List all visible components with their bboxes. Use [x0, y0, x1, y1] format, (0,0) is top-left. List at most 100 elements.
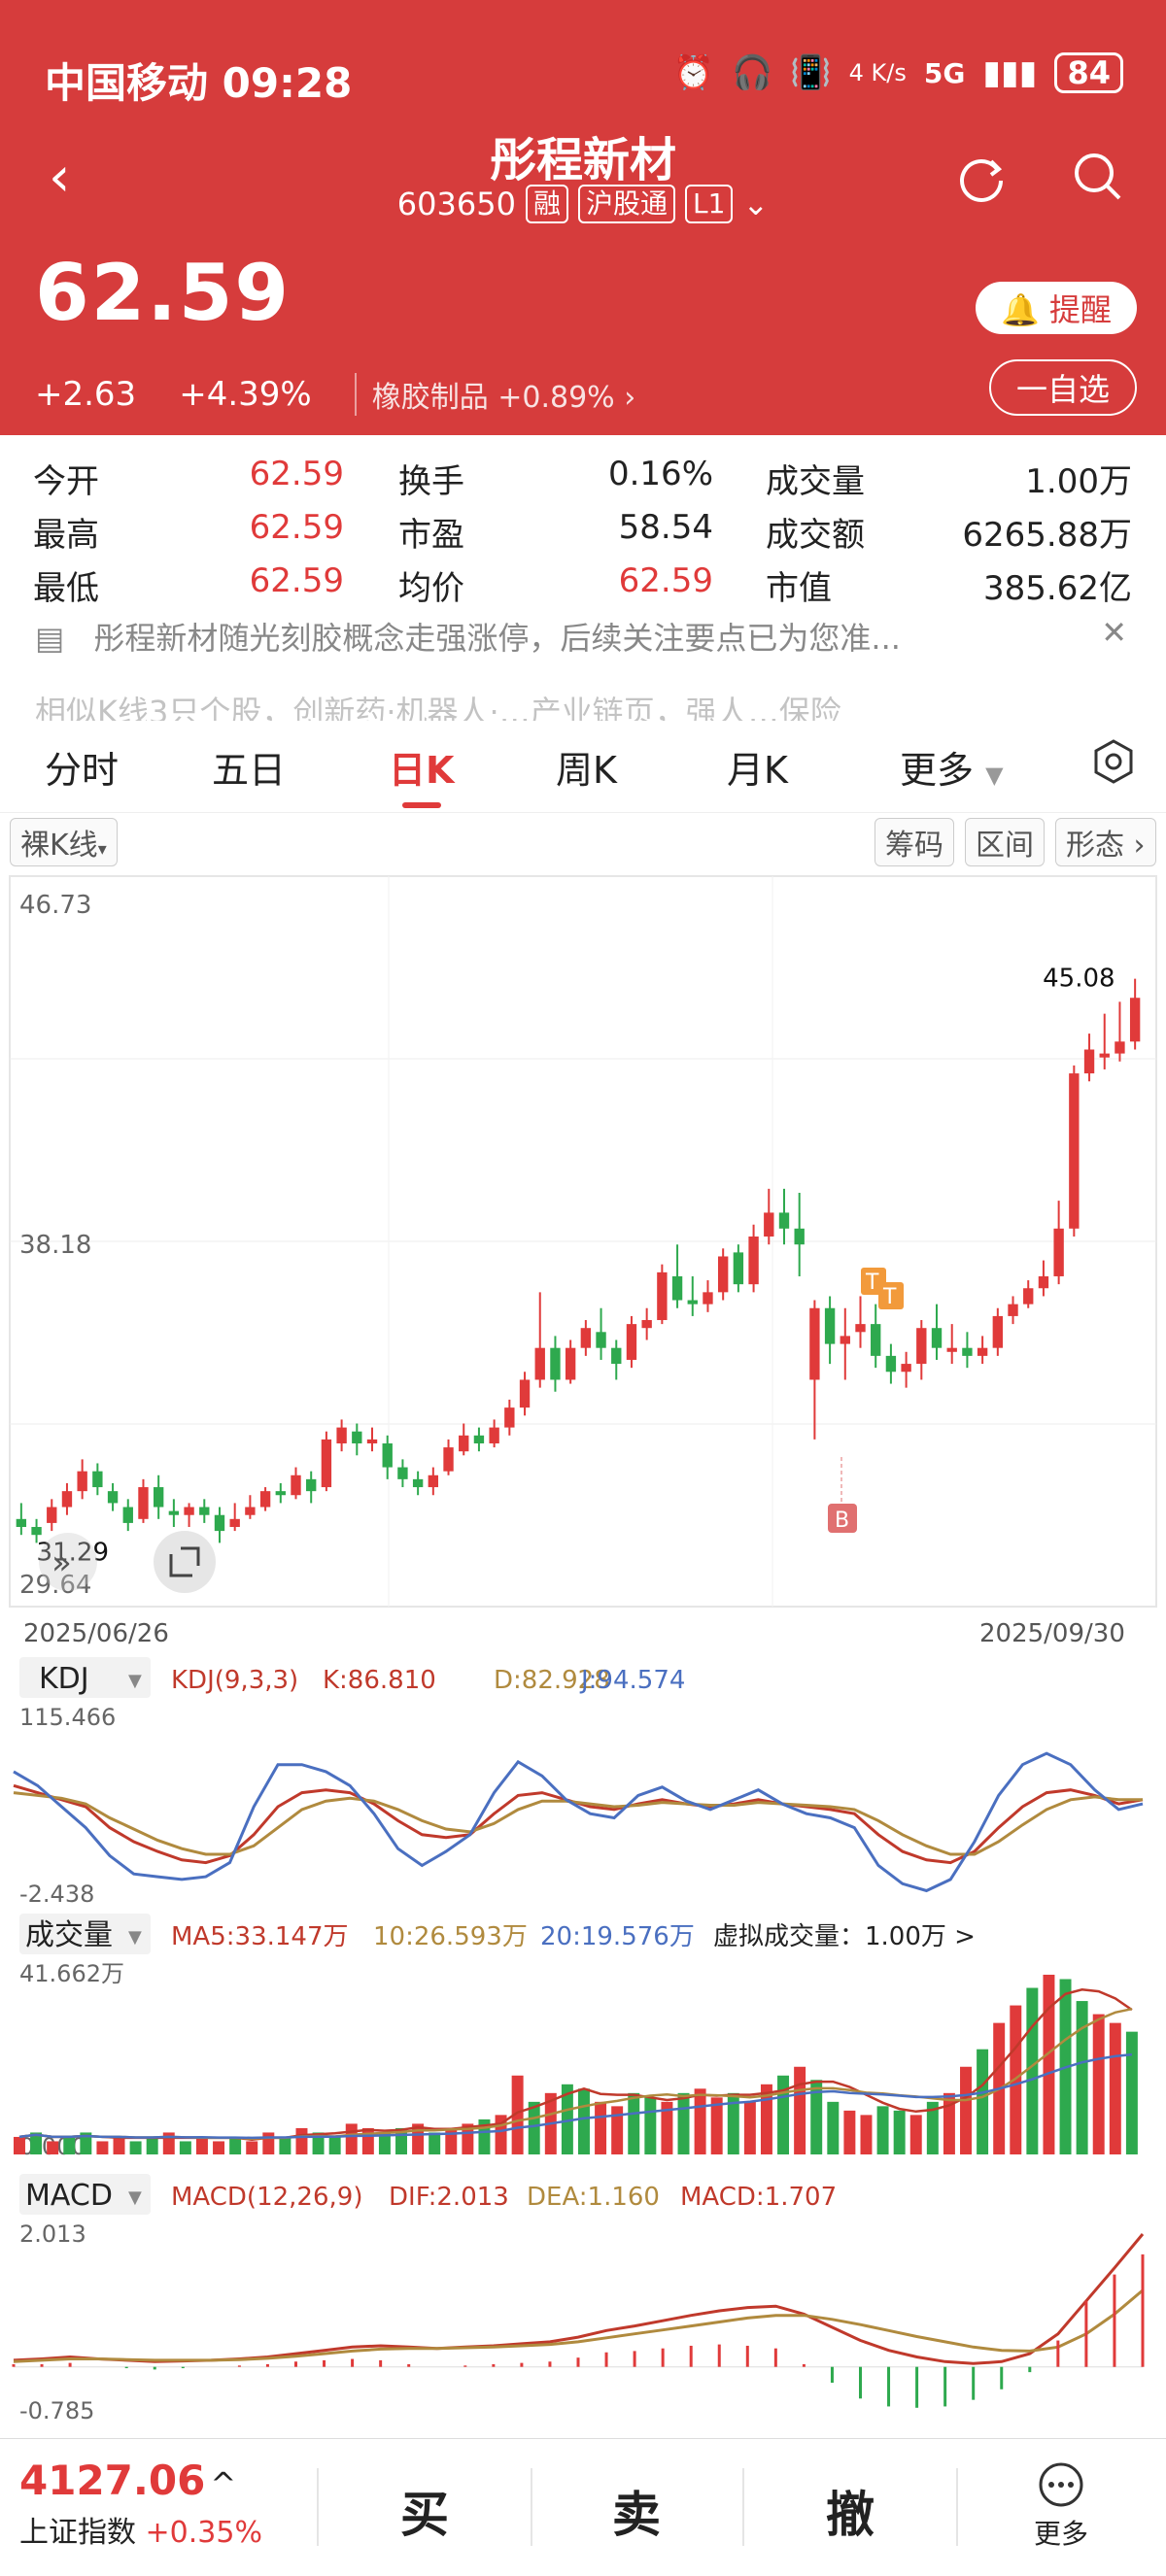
volume-bar: [229, 2136, 242, 2154]
volume-bar: [1109, 2022, 1121, 2154]
volume-bar: [262, 2132, 275, 2154]
candle-body: [885, 1355, 897, 1373]
kline-type-select[interactable]: 裸K线▾: [10, 818, 118, 866]
volume-bar: [578, 2088, 590, 2154]
kdj-params: KDJ(9,3,3): [171, 1666, 298, 1695]
chips-button[interactable]: 筹码: [874, 818, 954, 866]
date-end: 2025/09/30: [979, 1619, 1125, 1648]
volume-bar: [14, 2136, 25, 2154]
candle-body: [382, 1442, 393, 1468]
quote-label: 市盈: [398, 516, 464, 555]
macd-selector[interactable]: [19, 2174, 151, 2215]
candlestick-series: [16, 978, 1141, 1543]
close-icon[interactable]: ✕: [1101, 614, 1127, 651]
sell-button[interactable]: 卖: [612, 2487, 661, 2543]
settings-icon[interactable]: [1092, 738, 1135, 794]
tab-intraday[interactable]: 分时: [45, 749, 120, 792]
volume-selector-label: 成交量: [25, 1918, 113, 1952]
quote-value: 0.16%: [607, 455, 713, 493]
volume-bar: [162, 2132, 175, 2154]
candle-body: [687, 1300, 698, 1305]
buy-marker-b[interactable]: [828, 1504, 857, 1533]
trade-marker-t2-label: T: [882, 1285, 897, 1309]
candle-body: [31, 1527, 42, 1536]
kdj-selector-label: KDJ: [39, 1662, 89, 1696]
volume-selector[interactable]: [19, 1914, 151, 1954]
kdj-selector[interactable]: [19, 1657, 151, 1698]
volume-bar: [1125, 2031, 1138, 2154]
buy-marker-b-label: B: [835, 1508, 849, 1533]
volume-bar: [429, 2132, 441, 2154]
tag-level[interactable]: L1: [684, 185, 734, 223]
quote-value: 6265.88万: [962, 516, 1132, 555]
candle-body: [1069, 1073, 1080, 1229]
news-strip-secondary[interactable]: 相似K线3只个股，创新药·机器人·…产业链页，强人…保险: [0, 688, 1166, 721]
more-button[interactable]: 更多: [1034, 2460, 1088, 2552]
tab-daily-k[interactable]: 日K: [389, 749, 455, 792]
vol-ma10: 10:26.593万: [373, 1922, 528, 1951]
zoom-icon[interactable]: [154, 1531, 216, 1593]
tab-five-day[interactable]: 五日: [212, 749, 287, 792]
volume-bar: [30, 2132, 43, 2154]
quote-label: 最低: [33, 569, 99, 608]
quote-value: 1.00万: [1025, 462, 1132, 501]
divider: [317, 2468, 319, 2546]
candle-body: [229, 1518, 240, 1528]
more-icon: [1039, 2462, 1083, 2507]
candle-body: [519, 1379, 531, 1408]
macd-y-top: 2.013: [19, 2220, 86, 2248]
volume-bar: [893, 2110, 906, 2154]
chevron-down-icon[interactable]: ⌄: [742, 186, 770, 222]
tag-connect: 沪股通: [577, 185, 675, 223]
back-arrow-icon[interactable]: ‹: [49, 146, 71, 209]
sector-link[interactable]: 橡胶制品 +0.89% ›: [354, 373, 635, 416]
cancel-order-button[interactable]: 撤: [826, 2487, 874, 2543]
candle-body: [717, 1256, 729, 1293]
candle-body: [107, 1491, 119, 1504]
candle-body: [459, 1435, 469, 1452]
tab-weekly-k[interactable]: 周K: [556, 749, 617, 792]
index-ticker[interactable]: 4127.06 ^ 上证指数 +0.35%: [19, 2457, 262, 2551]
volume-bar: [777, 2075, 790, 2154]
volume-bar: [595, 2101, 607, 2154]
expand-left-icon[interactable]: »: [39, 1533, 97, 1591]
candle-body: [473, 1435, 485, 1443]
virtual-volume-link[interactable]: 虚拟成交量：1.00万 >: [713, 1922, 976, 1951]
trade-marker-t2[interactable]: [878, 1282, 904, 1309]
volume-bar: [810, 2080, 823, 2154]
stock-header: 中国移动 09:28 ⏰ 🎧 📳 4 K/s 5G ▮▮▮ 84 ‹ 彤程新材 …: [0, 0, 1166, 435]
range-button[interactable]: 区间: [965, 818, 1045, 866]
candle-body: [901, 1364, 911, 1373]
news-strip[interactable]: ▤ 彤程新材随光刻胶概念走强涨停，后续关注要点已为您准... ✕: [0, 614, 1166, 662]
self-select-button[interactable]: 一自选: [988, 359, 1137, 416]
alarm-icon: ⏰: [672, 53, 714, 92]
tab-active-indicator: [402, 802, 441, 808]
svg-text:»: »: [51, 1543, 72, 1582]
tab-more[interactable]: 更多 ▼: [900, 749, 1004, 792]
search-icon[interactable]: [1069, 148, 1127, 210]
volume-bar: [47, 2141, 59, 2154]
quote-value: 62.59: [249, 561, 344, 600]
macd-lines: [12, 2233, 1145, 2408]
volume-bar: [96, 2141, 109, 2154]
volume-bar: [843, 2110, 856, 2154]
quote-value: 385.62亿: [983, 569, 1132, 608]
news-icon: ▤: [35, 620, 65, 657]
volume-bar: [495, 2115, 507, 2154]
volume-bar: [528, 2101, 540, 2154]
pattern-button[interactable]: 形态 ›: [1055, 818, 1156, 866]
volume-bar: [611, 2106, 624, 2154]
tab-monthly-k[interactable]: 月K: [727, 749, 788, 792]
refresh-icon[interactable]: [952, 148, 1011, 210]
quote-table: 今开 62.59 换手 0.16% 成交量 1.00万 最高 62.59 市盈 …: [0, 435, 1166, 610]
bell-icon: 🔔: [1000, 291, 1040, 328]
volume-bar: [328, 2136, 341, 2154]
macd-params: MACD(12,26,9): [171, 2183, 362, 2212]
remind-button[interactable]: 🔔 提醒: [975, 282, 1137, 334]
candle-body: [657, 1271, 668, 1321]
buy-button[interactable]: 买: [400, 2487, 449, 2543]
macd-line-dif: [13, 2233, 1145, 2365]
vol-y-top: 41.662万: [19, 1960, 124, 1987]
stock-name: 彤程新材: [489, 133, 676, 187]
candle-body: [1053, 1228, 1064, 1276]
